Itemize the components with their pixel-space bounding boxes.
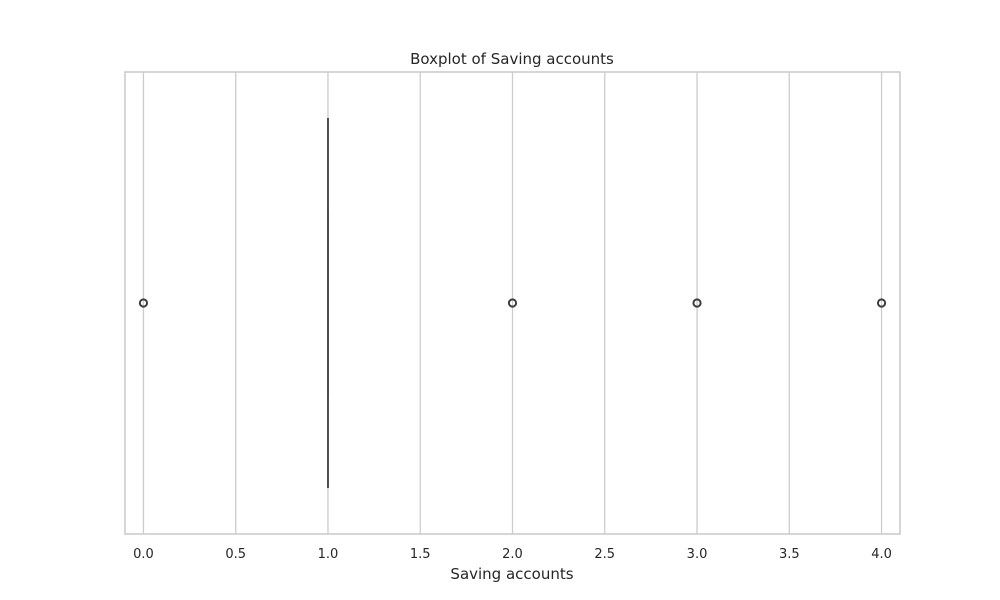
outlier-point-3 bbox=[876, 298, 887, 308]
x-tick-label: 0.5 bbox=[225, 547, 246, 562]
x-tick-labels: 0.0 0.5 1.0 1.5 2.0 2.5 3.0 3.5 4.0 bbox=[133, 547, 892, 562]
x-tick-label: 1.0 bbox=[318, 547, 339, 562]
grid-layer bbox=[142, 72, 883, 534]
x-tick-label: 3.5 bbox=[779, 547, 800, 562]
x-tick-label: 2.5 bbox=[594, 547, 615, 562]
x-tick-label: 1.5 bbox=[410, 547, 431, 562]
chart-title: Boxplot of Saving accounts bbox=[410, 50, 614, 68]
x-tick-label: 3.0 bbox=[687, 547, 708, 562]
x-tick-label: 2.0 bbox=[502, 547, 523, 562]
x-axis-label: Saving accounts bbox=[450, 565, 573, 583]
plot-frame bbox=[124, 71, 901, 535]
x-tick-label: 4.0 bbox=[871, 547, 892, 562]
outlier-layer bbox=[138, 298, 887, 308]
x-tick-label: 0.0 bbox=[133, 547, 154, 562]
outlier-point-1 bbox=[507, 298, 518, 308]
outlier-point-2 bbox=[692, 298, 702, 308]
outlier-point-0 bbox=[138, 298, 149, 308]
